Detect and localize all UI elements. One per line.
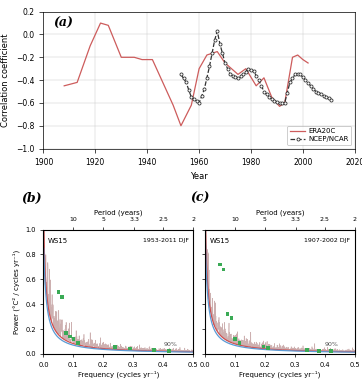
Point [59,294,65,300]
Point [261,343,266,350]
X-axis label: Frequency (cycles yr⁻¹): Frequency (cycles yr⁻¹) [77,370,159,378]
ERA20C [179,123,183,128]
Text: 90%: 90% [325,342,339,347]
X-axis label: Frequency (cycles yr⁻¹): Frequency (cycles yr⁻¹) [239,370,321,378]
Text: 90%: 90% [163,342,177,347]
Text: 1907-2002 DJF: 1907-2002 DJF [304,238,350,243]
Line: NCEP/NCAR: NCEP/NCAR [180,30,333,105]
NCEP/NCAR [184,80,188,85]
Point [71,336,76,342]
Text: 1953-2011 DJF: 1953-2011 DJF [143,238,189,243]
X-axis label: Period (years): Period (years) [256,209,304,216]
Text: (a): (a) [53,17,73,30]
NCEP/NCAR [194,99,199,103]
Point [328,348,334,354]
Text: (b): (b) [21,192,42,205]
Legend: ERA20C, NCEP/NCAR: ERA20C, NCEP/NCAR [287,126,351,145]
Y-axis label: Power (°C² / cycles yr⁻¹): Power (°C² / cycles yr⁻¹) [12,250,20,334]
Point [221,266,227,272]
ERA20C [98,21,103,25]
ERA20C [249,75,253,80]
Point [151,347,157,353]
Text: WS15: WS15 [48,238,68,244]
ERA20C [239,70,243,75]
Point [217,261,223,268]
Point [112,344,118,350]
Point [63,330,69,336]
Point [67,333,73,340]
Y-axis label: Correlation coefficient: Correlation coefficient [1,33,10,127]
NCEP/NCAR [262,89,266,94]
NCEP/NCAR [215,29,219,33]
NCEP/NCAR [329,97,333,102]
NCEP/NCAR [205,75,209,80]
NCEP/NCAR [293,72,297,77]
Point [228,315,234,321]
NCEP/NCAR [223,61,227,65]
X-axis label: Year: Year [190,172,208,181]
Point [316,348,322,354]
ERA20C [246,71,251,75]
Point [237,340,243,346]
ERA20C [306,61,310,65]
Point [166,348,172,354]
Point [75,340,81,346]
NCEP/NCAR [197,101,201,105]
NCEP/NCAR [179,72,183,77]
ERA20C [72,81,77,86]
ERA20C [62,84,66,88]
Point [232,336,238,342]
Point [225,311,231,317]
Text: (c): (c) [190,192,210,205]
Point [55,289,61,295]
ERA20C [109,30,113,34]
Line: ERA20C: ERA20C [64,23,308,126]
Text: WS15: WS15 [210,238,230,244]
Point [265,345,271,351]
ERA20C [233,70,237,74]
Point [127,345,133,352]
Point [304,347,310,353]
X-axis label: Period (years): Period (years) [94,209,143,216]
